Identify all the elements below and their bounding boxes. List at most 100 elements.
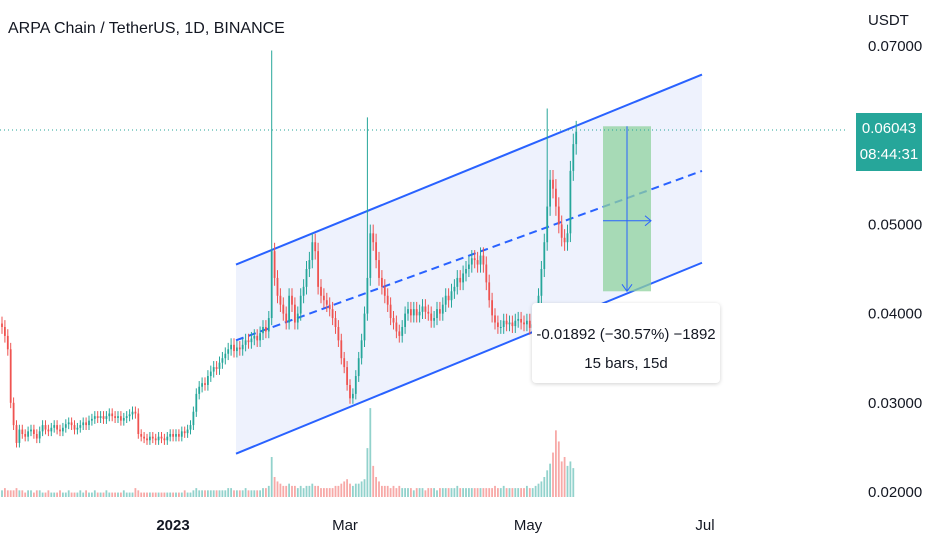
candle-body (82, 422, 85, 426)
candle-body (62, 427, 64, 432)
candle-body (485, 264, 488, 283)
candle-body (557, 206, 560, 225)
y-tick-label: 0.07000 (868, 38, 922, 55)
volume-bar (546, 470, 549, 497)
candle-body (523, 322, 525, 325)
candle-body (241, 344, 244, 350)
candle-body (433, 318, 435, 321)
candle-body (491, 300, 493, 316)
candle-body (462, 273, 464, 283)
volume-bar (178, 492, 180, 497)
volume-bar (395, 488, 398, 497)
volume-bar (325, 488, 328, 497)
volume-bar (73, 492, 76, 497)
candle-body (41, 425, 44, 432)
volume-bar (430, 488, 433, 497)
x-tick-label: Mar (332, 517, 358, 534)
candle-body (430, 313, 433, 321)
candle-body (459, 277, 462, 283)
volume-bar (482, 488, 485, 497)
candle-body (122, 417, 125, 421)
volume-bar (27, 490, 29, 497)
volume-bar (378, 481, 380, 497)
volume-bar (523, 488, 525, 497)
candle-body (308, 260, 311, 269)
volume-bar (476, 488, 479, 497)
volume-bar (195, 488, 198, 497)
candle-body (79, 425, 82, 428)
volume-bar (59, 490, 61, 497)
candle-body (24, 434, 27, 437)
x-axis[interactable]: 2023 Mar May Jul (156, 517, 714, 534)
candle-body (360, 340, 363, 359)
volume-bar (117, 492, 119, 497)
candle-body (334, 318, 337, 327)
volume-bar (134, 488, 137, 497)
volume-bar (456, 485, 459, 497)
candle-body (528, 320, 531, 328)
volume-bar (140, 492, 143, 497)
volume-bar (230, 488, 232, 497)
candle-body (169, 434, 172, 437)
volume-bar (334, 485, 337, 497)
measure-change: -0.01892 (−30.57%) −1892 (536, 326, 716, 343)
candle-body (6, 335, 9, 350)
volume-bar (47, 490, 50, 497)
volume-bar (114, 492, 116, 497)
candle-body (482, 255, 485, 265)
volume-bar (427, 488, 430, 497)
candle-body (33, 429, 35, 435)
volume-bar (105, 490, 108, 497)
price-range-measure[interactable] (603, 126, 652, 293)
volume-bar (50, 492, 53, 497)
channel-middle-line[interactable] (235, 169, 703, 342)
volume-bar (453, 488, 456, 497)
volume-bar (563, 457, 566, 497)
volume-bar (511, 488, 514, 497)
volume-bar (15, 488, 18, 497)
volume-bar (265, 488, 267, 497)
volume-bar (172, 492, 174, 497)
volume-bar (557, 441, 560, 497)
volume-bar (85, 490, 87, 497)
candle-body (352, 393, 354, 399)
candle-body (262, 326, 264, 334)
volume-bar (224, 490, 227, 497)
volume-bar (360, 481, 363, 497)
volume-bar (317, 485, 319, 497)
volume-bar (537, 483, 540, 497)
volume-bar (375, 477, 377, 497)
volume-bar (233, 490, 235, 497)
channel-upper-line[interactable] (235, 73, 703, 266)
candle-body (128, 414, 131, 417)
volume-bar (424, 490, 427, 497)
volume-bar (499, 488, 502, 497)
x-tick-label: 2023 (156, 517, 189, 534)
volume-bar (439, 488, 441, 497)
volume-bar (410, 488, 412, 497)
candle-body (494, 315, 496, 323)
volume-bar (137, 490, 140, 497)
candle-body (436, 309, 438, 319)
candle-body (555, 188, 557, 207)
candle-body (35, 434, 38, 439)
volume-bar (381, 485, 383, 497)
candle-body (276, 277, 279, 296)
candle-body (238, 347, 241, 350)
candle-body (575, 131, 578, 145)
volume-bar (41, 492, 44, 497)
volume-bar (383, 485, 386, 497)
volume-bar (169, 492, 172, 497)
channel-lower-line[interactable] (235, 261, 703, 455)
volume-bar (244, 488, 247, 497)
candle-body (137, 413, 140, 435)
volume-bar (465, 488, 467, 497)
candle-body (244, 340, 247, 345)
candle-body (204, 383, 206, 385)
y-axis[interactable]: 0.07000 0.05000 0.04000 0.03000 0.02000 (868, 38, 922, 501)
candle-body (117, 416, 119, 418)
candle-body (410, 309, 412, 316)
volume-bar (540, 481, 543, 497)
volume-bar (552, 452, 554, 497)
